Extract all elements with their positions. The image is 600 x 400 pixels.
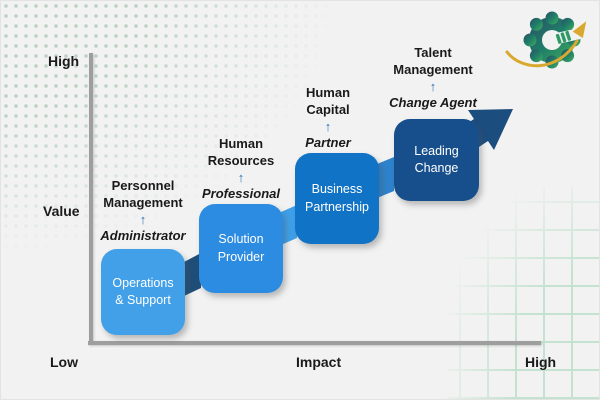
y-axis-high-label: High <box>48 53 80 69</box>
up-arrow-icon: ↑ <box>324 119 332 135</box>
up-arrow-icon: ↑ <box>429 79 437 95</box>
stage-1-subtitle: Administrator <box>100 228 186 244</box>
y-axis-line <box>89 53 93 343</box>
y-axis-title: Value <box>43 203 80 219</box>
connector-1-2 <box>184 253 201 296</box>
origin-low-label: Low <box>50 354 78 370</box>
x-axis-title: Impact <box>296 354 342 370</box>
x-axis-high-label: High <box>525 354 557 370</box>
swoosh-arrow-head <box>572 21 587 38</box>
stage-4-title: Talent Management <box>393 45 473 77</box>
green-grid-pattern <box>447 187 599 399</box>
connector-3-4 <box>377 157 394 198</box>
up-arrow-icon: ↑ <box>139 212 147 228</box>
stage-3-box: Business Partnership <box>295 153 379 244</box>
stage-3-labels: Human Capital ↑ Partner <box>278 85 378 150</box>
stage-2-labels: Human Resources ↑ Professional <box>191 136 291 201</box>
connector-2-3 <box>281 205 297 245</box>
stage-3-title: Human Capital <box>305 85 351 117</box>
stage-4-labels: Talent Management ↑ Change Agent <box>383 45 483 110</box>
gear-logo <box>505 11 587 69</box>
logo-center-bars <box>555 30 572 44</box>
x-axis-line <box>88 341 541 345</box>
stage-2-subtitle: Professional <box>201 186 281 202</box>
stage-1-box: Operations & Support <box>101 249 185 335</box>
stage-2-box: Solution Provider <box>199 204 283 293</box>
up-arrow-icon: ↑ <box>237 170 245 186</box>
swoosh-arrow <box>505 39 579 68</box>
stage-1-title: Personnel Management <box>103 178 183 210</box>
stage-4-box: Leading Change <box>394 119 479 201</box>
stage-2-title: Human Resources <box>207 136 275 168</box>
stage-3-subtitle: Partner <box>305 135 351 151</box>
stage-1-labels: Personnel Management ↑ Administrator <box>93 178 193 243</box>
stage-4-subtitle: Change Agent <box>389 95 477 111</box>
